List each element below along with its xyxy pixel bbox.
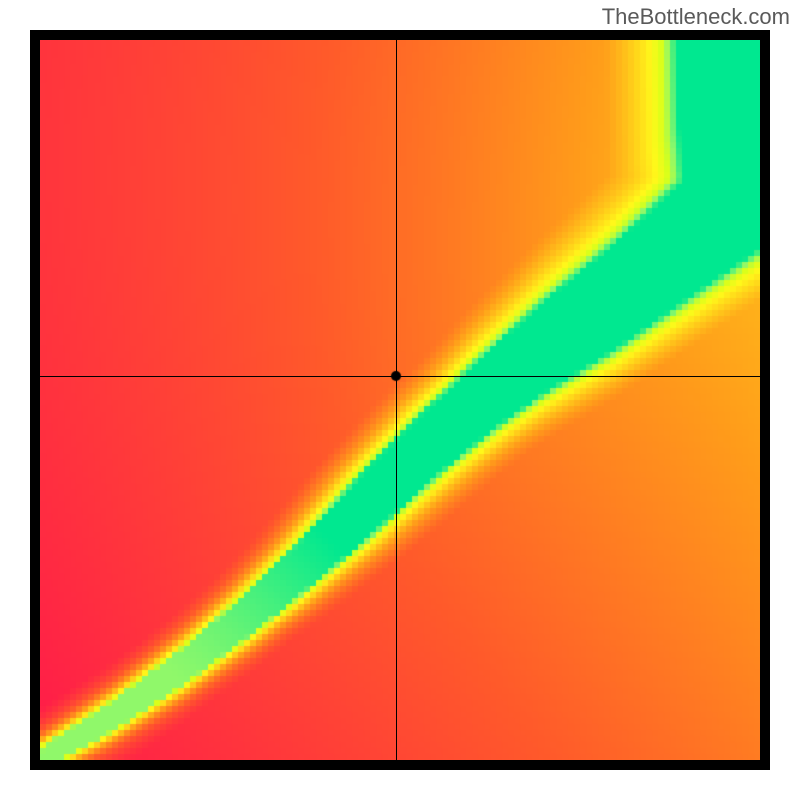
crosshair-dot: [390, 370, 402, 382]
heatmap-canvas: [40, 40, 760, 760]
chart-container: TheBottleneck.com: [0, 0, 800, 800]
heatmap-plot: [30, 30, 770, 770]
watermark-text: TheBottleneck.com: [602, 4, 790, 30]
crosshair-vertical: [396, 40, 397, 760]
